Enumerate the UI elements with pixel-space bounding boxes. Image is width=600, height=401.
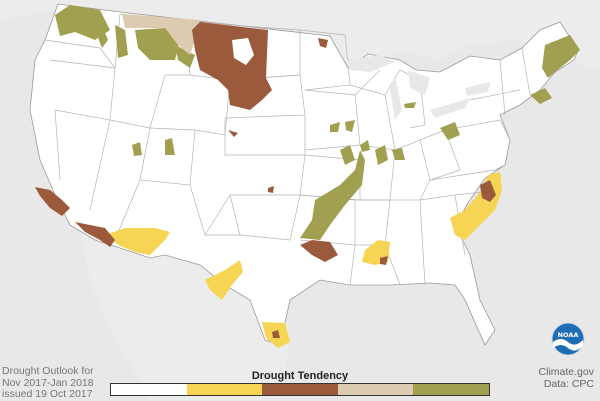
improve-areas [122, 14, 200, 55]
svg-text:NOAA: NOAA [558, 331, 579, 339]
conus-land [29, 3, 579, 346]
persist-areas [35, 22, 496, 338]
caption-line-2: Nov 2017-Jan 2018 [2, 376, 94, 389]
legend-swatch-removal [413, 384, 489, 395]
credit: Climate.gov Data: CPC [538, 366, 594, 390]
credit-site: Climate.gov [538, 366, 594, 378]
noaa-logo-icon: NOAA [551, 322, 585, 356]
outlook-caption: Drought Outlook for Nov 2017-Jan 2018 is… [2, 365, 94, 401]
great-lakes [345, 55, 490, 120]
caption-line-3: issued 19 Oct 2017 [2, 388, 93, 400]
legend-bar [110, 383, 490, 396]
legend-swatch-improve [337, 384, 414, 395]
map-holes [232, 38, 254, 65]
legend-swatch-persist [262, 384, 338, 395]
legend-swatch-none [111, 384, 187, 395]
legend-title: Drought Tendency [251, 370, 349, 382]
caption-line-1: Drought Outlook for [2, 365, 94, 377]
removal-areas [55, 5, 580, 240]
credit-data: Data: CPC [543, 377, 594, 390]
legend-swatch-development [186, 384, 263, 395]
